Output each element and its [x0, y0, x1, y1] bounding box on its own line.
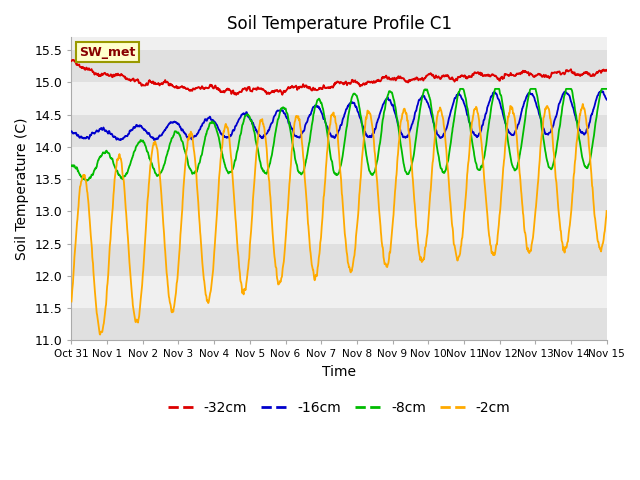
Bar	[72, 276, 607, 308]
Y-axis label: Soil Temperature (C): Soil Temperature (C)	[15, 118, 29, 260]
Bar	[72, 83, 607, 115]
Legend: -32cm, -16cm, -8cm, -2cm: -32cm, -16cm, -8cm, -2cm	[162, 396, 516, 421]
Bar	[72, 50, 607, 83]
X-axis label: Time: Time	[322, 365, 356, 379]
Text: SW_met: SW_met	[79, 46, 136, 59]
Bar	[72, 115, 607, 147]
Bar	[72, 211, 607, 243]
Bar	[72, 147, 607, 179]
Bar	[72, 179, 607, 211]
Bar	[72, 308, 607, 340]
Title: Soil Temperature Profile C1: Soil Temperature Profile C1	[227, 15, 452, 33]
Bar	[72, 243, 607, 276]
